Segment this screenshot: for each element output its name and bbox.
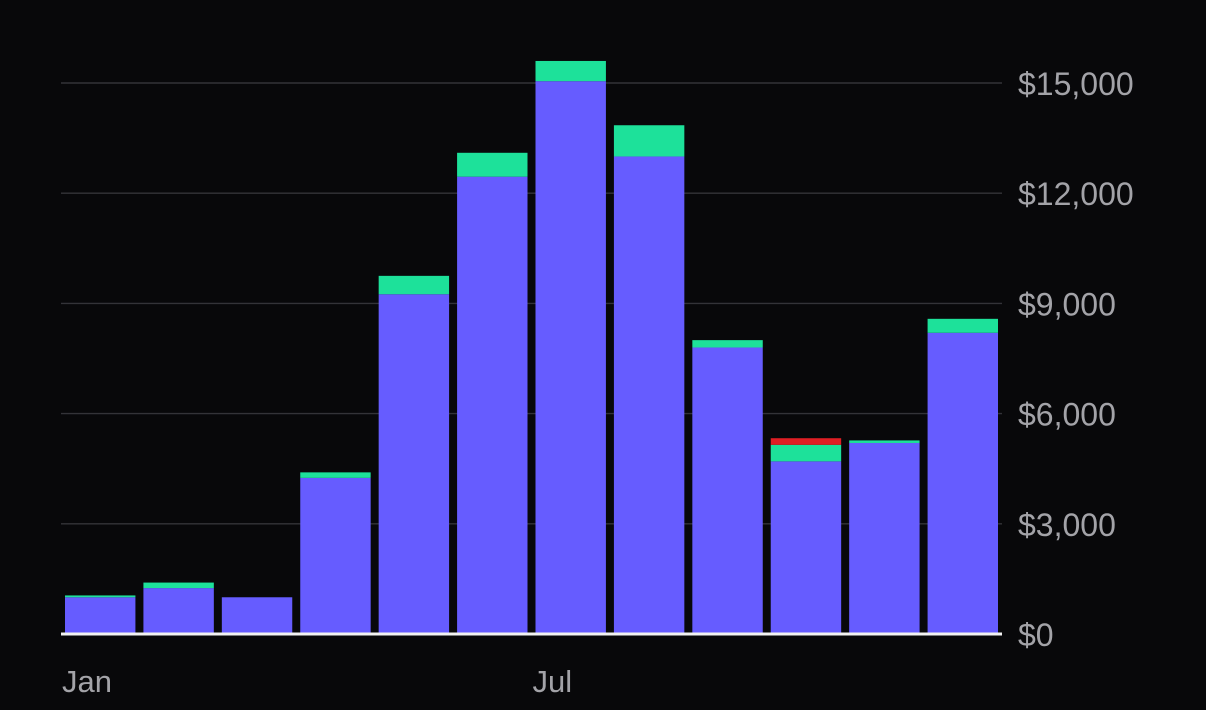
y-tick-label: $9,000 [1018, 286, 1116, 322]
bar-segment-jun-series-2[interactable] [457, 152, 528, 177]
bar-segment-sep-series-2[interactable] [692, 340, 763, 348]
x-tick-label: Jul [533, 664, 573, 699]
y-axis-tick-labels: $0 $3,000 $6,000 $9,000 $12,000 $15,000 [1018, 66, 1134, 653]
bar-segment-sep-series-1[interactable] [692, 347, 763, 634]
bar-segment-oct-series-1[interactable] [770, 461, 842, 634]
bar-segment-nov-series-2[interactable] [849, 440, 920, 443]
bar-segment-feb-series-2[interactable] [143, 582, 214, 589]
bar-segment-jul-series-1[interactable] [535, 81, 606, 634]
bar-segment-oct-series-2[interactable] [770, 444, 842, 462]
bar-segment-jun-series-1[interactable] [457, 176, 528, 635]
bar-segment-jul-series-2[interactable] [535, 60, 606, 82]
y-tick-label: $6,000 [1018, 397, 1116, 433]
y-tick-label: $12,000 [1018, 176, 1134, 212]
bar-segment-aug-series-1[interactable] [613, 156, 685, 634]
bar-segment-jan-series-2[interactable] [65, 595, 136, 598]
bar-segment-oct-series-3[interactable] [770, 438, 842, 445]
bar-segment-may-series-1[interactable] [378, 294, 450, 634]
bar-segment-feb-series-1[interactable] [143, 588, 214, 634]
bar-segment-apr-series-1[interactable] [300, 477, 371, 634]
grid-layer [61, 82, 1002, 525]
y-tick-label: $3,000 [1018, 507, 1116, 543]
bar-segment-jan-series-1[interactable] [65, 597, 136, 634]
bar-segment-dec-series-1[interactable] [927, 332, 998, 634]
bar-segment-apr-series-2[interactable] [300, 472, 371, 478]
bar-segment-mar-series-1[interactable] [221, 597, 293, 634]
bar-segment-nov-series-1[interactable] [849, 442, 920, 634]
x-tick-label: Jan [62, 664, 112, 699]
bars-layer [65, 60, 998, 635]
bar-segment-aug-series-2[interactable] [613, 125, 685, 157]
x-axis-tick-labels: Jan Jul [62, 664, 572, 699]
bar-segment-may-series-2[interactable] [378, 275, 450, 295]
bar-segment-dec-series-2[interactable] [927, 318, 998, 333]
y-tick-label: $0 [1018, 617, 1054, 653]
y-tick-label: $15,000 [1018, 66, 1134, 102]
